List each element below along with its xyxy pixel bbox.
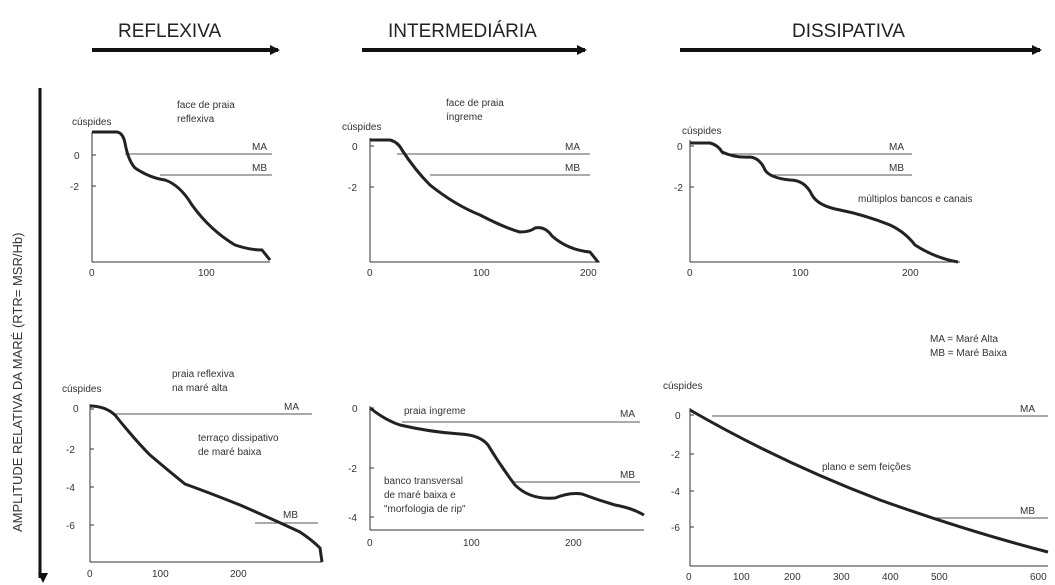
mb-label: MB	[283, 510, 298, 521]
y-tick-label: 0	[74, 151, 80, 162]
x-tick-label: 600	[1030, 572, 1047, 583]
beach-profile	[690, 141, 959, 264]
x-tick-label: 200	[784, 572, 801, 583]
header-intermediaria: INTERMEDIÁRIA	[362, 21, 587, 55]
panel-note2-line1: terraço dissipativo	[198, 433, 279, 444]
beach-profile	[369, 406, 645, 517]
ma-label: MA	[284, 402, 299, 413]
panel-note2-line3: "morfologia de rip"	[384, 504, 466, 515]
x-tick-label: 200	[580, 268, 597, 279]
panel-note1: praia íngreme	[404, 406, 466, 417]
header-dissipativa: DISSIPATIVA	[680, 21, 1042, 55]
beach-profile	[89, 404, 324, 563]
side-axis-label: AMPLITUDE RELATIVA DA MARÉ (RTR= MSR/Hb)	[10, 233, 25, 532]
beach-profile	[689, 408, 1049, 554]
ma-label: MA	[565, 142, 580, 153]
header-reflexiva: REFLEXIVA	[92, 21, 280, 55]
panel-note1-line1: praia reflexiva	[172, 369, 235, 380]
y-tick-label: -2	[66, 445, 75, 456]
panel-dissipativa-bottom: cúspides plano e sem feições 0 -2 -4 -6 …	[663, 381, 1049, 583]
panel-note2-line1: banco transversal	[384, 476, 463, 487]
y-tick-label: 0	[352, 142, 358, 153]
mb-label: MB	[620, 470, 635, 481]
y-tick-label: 0	[73, 404, 79, 415]
ma-label: MA	[1020, 404, 1035, 415]
x-tick-label: 100	[733, 572, 750, 583]
y-tick-label: -4	[348, 513, 357, 524]
x-tick-label: 0	[367, 538, 373, 549]
y-tick-label: -2	[348, 183, 357, 194]
x-tick-label: 100	[463, 538, 480, 549]
panel-note1-line2: na maré alta	[172, 383, 228, 394]
ma-label: MA	[252, 142, 267, 153]
x-tick-label: 100	[473, 268, 490, 279]
y-tick-label: -4	[671, 487, 680, 498]
cuspides-label: cúspides	[342, 122, 381, 133]
y-tick-label: -2	[348, 464, 357, 475]
panel-note2-line2: de maré baixa	[198, 447, 262, 458]
panel-intermediaria-top: cúspides face de praia íngreme 0 -2 0 10…	[342, 98, 600, 279]
legend-mb: MB = Maré Baixa	[930, 348, 1007, 359]
mb-label: MB	[1020, 506, 1035, 517]
x-tick-label: 400	[882, 572, 899, 583]
panel-note-line2: íngreme	[446, 112, 483, 123]
side-axis: AMPLITUDE RELATIVA DA MARÉ (RTR= MSR/Hb)	[10, 88, 48, 583]
panel-note: plano e sem feições	[822, 462, 911, 473]
ma-label: MA	[889, 142, 904, 153]
cuspides-label: cúspides	[72, 117, 111, 128]
x-tick-label: 300	[833, 572, 850, 583]
x-tick-label: 0	[367, 268, 373, 279]
cuspides-label: cúspides	[682, 126, 721, 137]
panel-note: múltiplos bancos e canais	[858, 194, 973, 205]
x-tick-label: 200	[230, 569, 247, 580]
beach-profile	[92, 130, 272, 261]
panel-note-line1: face de praia	[177, 100, 235, 111]
y-tick-label: -2	[70, 182, 79, 193]
x-tick-label: 500	[931, 572, 948, 583]
x-tick-label: 200	[565, 538, 582, 549]
x-tick-label: 100	[152, 569, 169, 580]
cuspides-label: cúspides	[663, 381, 702, 392]
beach-profile	[370, 138, 600, 263]
x-tick-label: 200	[902, 268, 919, 279]
panel-reflexiva-top: cúspides face de praia reflexiva 0 -2 0 …	[70, 100, 272, 279]
x-tick-label: 100	[792, 268, 809, 279]
y-tick-label: -6	[66, 521, 75, 532]
mb-label: MB	[252, 163, 267, 174]
header-intermediaria-label: INTERMEDIÁRIA	[388, 21, 537, 42]
y-tick-label: -2	[671, 450, 680, 461]
y-tick-label: 0	[675, 411, 681, 422]
x-tick-label: 0	[686, 572, 692, 583]
mb-label: MB	[889, 163, 904, 174]
y-tick-label: -2	[674, 183, 683, 194]
panel-reflexiva-bottom: cúspides praia reflexiva na maré alta te…	[62, 369, 324, 580]
x-tick-label: 0	[89, 268, 95, 279]
ma-label: MA	[620, 409, 635, 420]
y-tick-label: 0	[677, 142, 683, 153]
panel-dissipativa-top: cúspides 0 -2 0 100 200 MA MB múltiplos …	[674, 126, 973, 279]
y-tick-label: -6	[671, 523, 680, 534]
cuspides-label: cúspides	[62, 384, 101, 395]
panel-note-line2: reflexiva	[177, 114, 215, 125]
panel-intermediaria-bottom: praia íngreme banco transversal de maré …	[348, 404, 645, 549]
x-tick-label: 0	[687, 268, 693, 279]
y-tick-label: 0	[352, 404, 358, 415]
panel-note-line1: face de praia	[446, 98, 504, 109]
x-tick-label: 0	[87, 569, 93, 580]
header-dissipativa-label: DISSIPATIVA	[792, 21, 905, 42]
legend: MA = Maré Alta MB = Maré Baixa	[930, 334, 1007, 359]
legend-ma: MA = Maré Alta	[930, 334, 999, 345]
panel-note2-line2: de maré baixa e	[384, 490, 456, 501]
mb-label: MB	[565, 163, 580, 174]
y-tick-label: -4	[66, 483, 75, 494]
header-reflexiva-label: REFLEXIVA	[118, 21, 221, 42]
x-tick-label: 100	[198, 268, 215, 279]
